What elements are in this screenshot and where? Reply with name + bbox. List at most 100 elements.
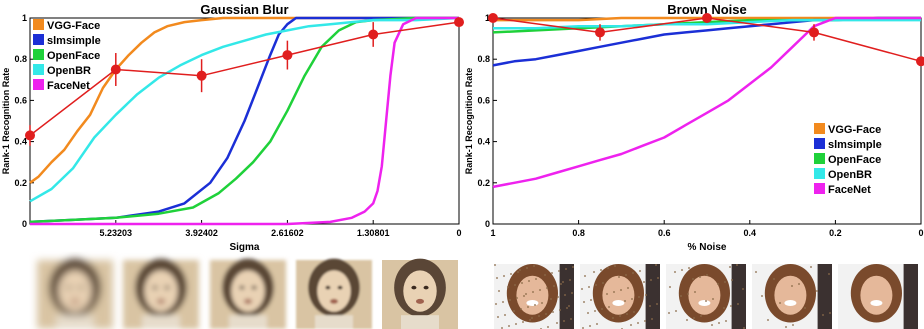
thumb-noise [718,322,720,324]
thumb-noise [607,267,609,269]
thumb-mouth [157,298,165,304]
thumb-face [688,275,721,315]
x-tick-label: 0 [456,228,461,238]
thumb-noise [523,295,525,297]
data-point [702,13,712,23]
thumb-noise [633,311,635,313]
thumb-noise [649,305,651,307]
thumb-noise [810,266,812,268]
thumb-eye [251,285,257,290]
thumb-noise [544,274,546,276]
series-line-vgg-face [29,16,459,184]
legend-swatch [814,138,825,149]
thumb-noise [717,283,719,285]
legend-entry: VGG-Face [828,124,881,136]
thumb-noise [624,300,626,302]
thumb-person-right [817,264,832,329]
thumb-noise [680,295,682,297]
thumb-noise [686,319,688,321]
thumb-smile [698,300,711,306]
thumb-noise [650,279,652,281]
y-axis-label: Rank-1 Recognition Rate [1,68,11,175]
thumb-eye [411,285,417,290]
thumb-noise [565,268,567,270]
data-point [595,27,605,38]
thumb-noise [674,271,676,273]
thumb-noise [589,325,591,327]
thumb-person-right [903,264,918,329]
thumb-noise [773,278,775,280]
thumb-noise [736,264,738,266]
thumb-noise [829,312,831,314]
thumb-noise [563,320,565,322]
thumb-noise [560,283,562,285]
thumb-noise [625,274,627,276]
thumb-shoulders [229,315,267,329]
thumb-noise [520,308,522,310]
thumb-face [860,275,893,315]
thumb-noise [608,306,610,308]
thumb-noise [614,265,616,267]
thumb-noise [637,322,639,324]
thumb-noise [798,283,800,285]
thumb-eye [337,285,343,290]
thumb-noise [571,292,573,294]
thumb-noise [630,324,632,326]
thumb-noise [510,273,512,275]
thumb-noise [501,327,503,329]
thumb-noise [525,293,527,295]
thumb-noise [785,326,787,328]
thumb-noise [497,316,499,318]
thumb-noise [570,318,572,320]
thumb-noise [626,313,628,315]
data-point [454,17,464,28]
legend-swatch [33,64,44,75]
noise-thumbnail [494,264,574,329]
thumb-noise [545,313,547,315]
thumb-person-right [645,264,660,329]
thumb-noise [508,325,510,327]
thumb-noise [584,275,586,277]
thumb-noise [594,310,596,312]
noise-thumbnail [838,264,918,329]
thumb-noise [541,302,543,304]
thumb-smile [526,300,539,306]
thumb-noise [503,275,505,277]
thumb-noise [742,288,744,290]
thumb-eye [152,285,158,290]
thumb-noise [553,285,555,287]
legend: VGG-Face slmsimple OpenFace OpenBR FaceNet [814,123,882,196]
thumb-shoulders [142,315,180,329]
thumb-mouth [244,298,252,304]
thumb-noise [645,294,647,296]
thumb-noise [516,297,518,299]
thumb-noise [593,271,595,273]
thumb-noise [568,305,570,307]
legend-entry: OpenFace [47,50,100,62]
thumb-noise [725,320,727,322]
legend-swatch [814,153,825,164]
thumb-noise [581,288,583,290]
thumb-noise [731,279,733,281]
legend-entry: OpenBR [828,169,872,181]
legend-entry: OpenFace [828,154,881,166]
thumb-noise [711,324,713,326]
thumb-noise [566,307,568,309]
thumb-noise [712,298,714,300]
thumb-smile [784,300,797,306]
thumb-noise [612,317,614,319]
thumb-noise [538,315,540,317]
thumb-person-right [731,264,746,329]
legend-swatch [814,183,825,194]
thumb-noise [688,267,690,269]
thumb-shoulders [315,315,353,329]
thumb-noise [562,281,564,283]
y-tick-label: 1 [22,13,27,23]
thumb-noise [632,272,634,274]
thumb-noise [828,273,830,275]
thumb-eye [164,285,170,290]
thumb-noise [559,309,561,311]
blur-thumbnail [210,258,286,329]
thumb-noise [639,270,641,272]
thumb-noise [687,293,689,295]
